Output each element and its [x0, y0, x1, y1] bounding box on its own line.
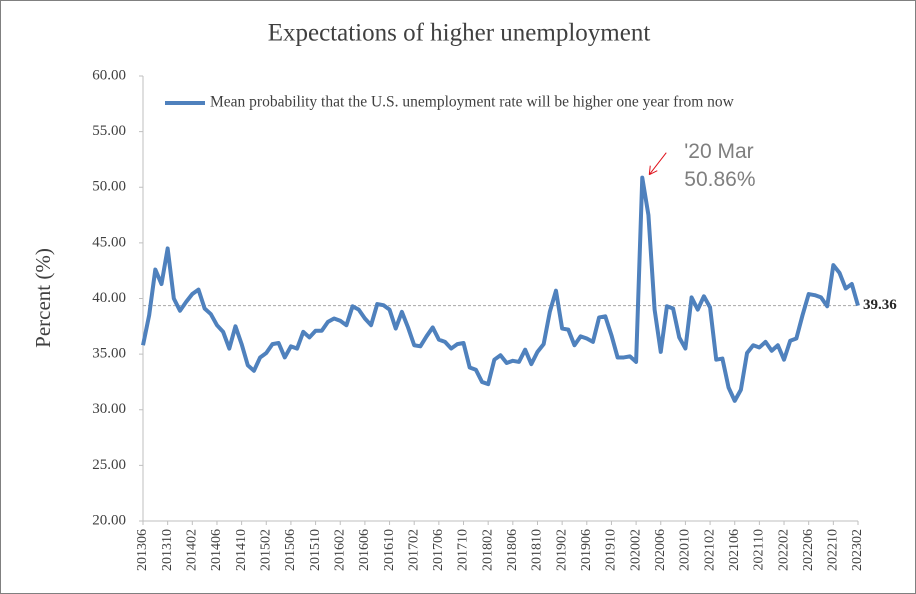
- x-tick-label: 201506: [283, 529, 298, 571]
- x-tick-label: 202010: [678, 529, 693, 571]
- x-tick-label: 201602: [332, 529, 347, 571]
- annotation-text: '20 Mar: [684, 140, 753, 163]
- x-tick-label: 201410: [234, 529, 249, 571]
- x-tick-label: 202106: [727, 529, 742, 571]
- x-tick-label: 201510: [308, 529, 323, 571]
- x-tick-label: 202206: [801, 529, 816, 571]
- y-tick-label: 55.00: [92, 123, 126, 139]
- x-tick-label: 202102: [702, 529, 717, 571]
- x-tick-label: 201406: [209, 529, 224, 571]
- x-tick-label: 201710: [456, 529, 471, 571]
- y-tick-label: 40.00: [92, 290, 126, 306]
- x-tick-label: 201606: [357, 529, 372, 571]
- x-tick-label: 201702: [406, 529, 421, 571]
- x-tick-label: 201402: [185, 529, 200, 571]
- y-tick-label: 35.00: [92, 346, 126, 362]
- x-tick-label: 201810: [530, 529, 545, 571]
- reference-label: 39.36: [863, 297, 897, 313]
- x-tick-label: 202110: [752, 529, 767, 570]
- legend-label: Mean probability that the U.S. unemploym…: [210, 94, 735, 111]
- y-tick-label: 30.00: [92, 401, 126, 417]
- y-tick-label: 50.00: [92, 179, 126, 195]
- x-tick-label: 201802: [480, 529, 495, 571]
- y-tick-label: 60.00: [92, 67, 126, 83]
- x-tick-label: 201306: [135, 529, 150, 571]
- x-tick-label: 201806: [505, 529, 520, 571]
- data-line: [141, 175, 860, 403]
- y-tick-label: 45.00: [92, 234, 126, 250]
- x-tick-label: 202302: [850, 529, 865, 571]
- x-tick-label: 201706: [431, 529, 446, 571]
- annotation-arrow: [648, 152, 667, 175]
- x-tick-label: 202210: [826, 529, 841, 571]
- chart-title: Expectations of higher unemployment: [268, 20, 651, 47]
- x-tick-label: 201906: [579, 529, 594, 571]
- x-tick-label: 201610: [382, 529, 397, 571]
- x-tick-label: 201910: [604, 529, 619, 571]
- x-tick-label: 202006: [653, 529, 668, 571]
- x-tick-label: 201502: [258, 529, 273, 571]
- annotation-text: 50.86%: [684, 168, 755, 191]
- y-tick-label: 25.00: [92, 457, 126, 473]
- y-tick-label: 20.00: [92, 512, 126, 528]
- x-tick-label: 202202: [776, 529, 791, 571]
- annotation-arrowhead: [648, 165, 658, 176]
- y-axis-label: Percent (%): [31, 248, 55, 348]
- x-tick-label: 201310: [160, 529, 175, 571]
- x-tick-label: 201902: [554, 529, 569, 571]
- x-tick-label: 202002: [628, 529, 643, 571]
